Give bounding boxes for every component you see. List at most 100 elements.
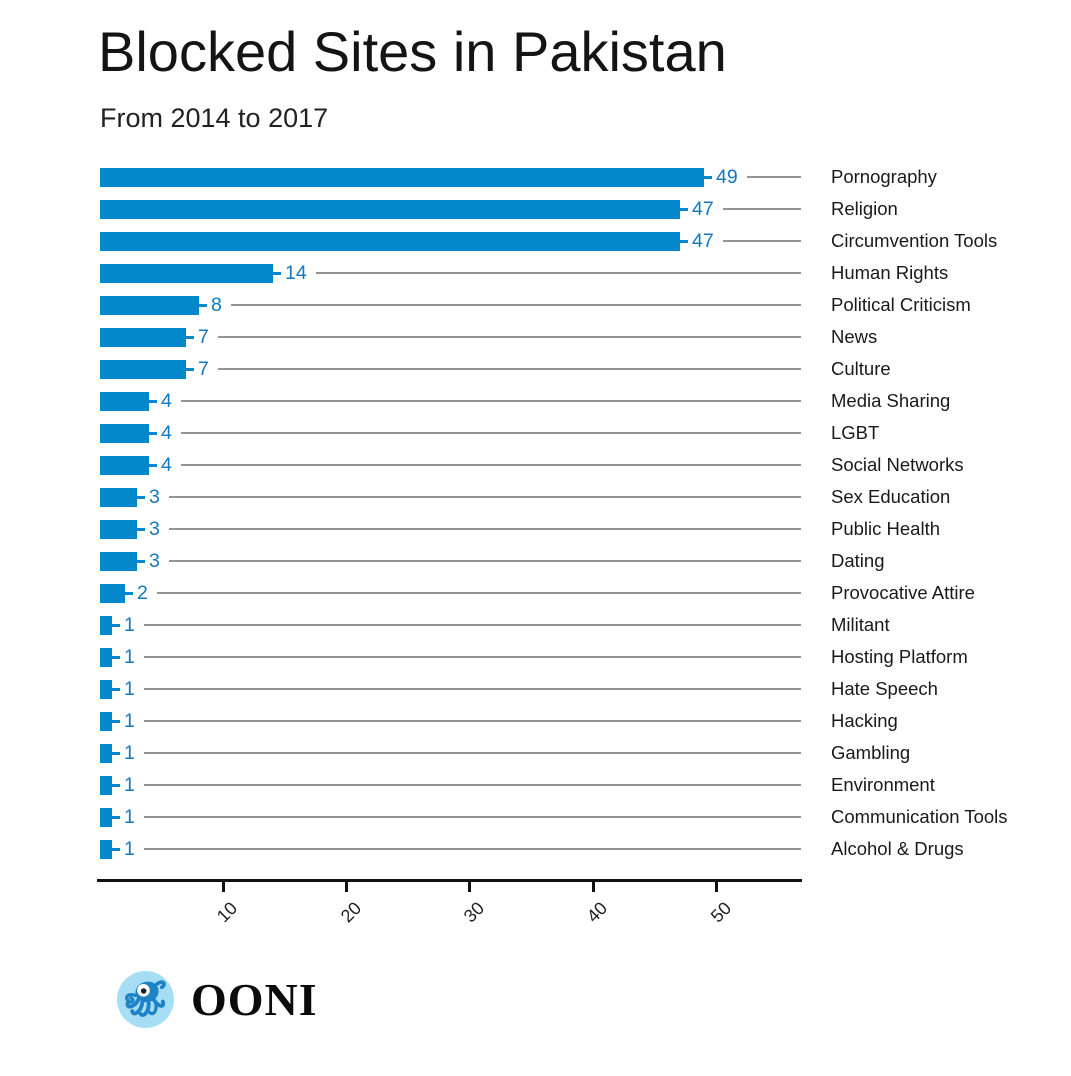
bar-value-label: 4 [161, 390, 172, 412]
bar [100, 679, 112, 699]
category-label: Public Health [831, 518, 941, 539]
bar-value-label: 7 [198, 326, 209, 348]
bar [100, 487, 137, 507]
bar-track: 8 [100, 289, 801, 321]
category-label: Social Networks [831, 454, 964, 475]
category-label: LGBT [831, 422, 880, 443]
bar-row: 4 LGBT [0, 417, 1071, 449]
bar-value-label: 3 [149, 486, 160, 508]
bar-row: 3 Sex Education [0, 481, 1071, 513]
bar-value-label: 1 [124, 678, 135, 700]
bar [100, 295, 199, 315]
bar-track: 47 [100, 193, 801, 225]
axis-tick-label: 20 [336, 898, 365, 927]
category-label: Pornography [831, 166, 937, 187]
category-label: Media Sharing [831, 390, 951, 411]
value-dash [112, 751, 120, 755]
bar-track: 1 [100, 641, 801, 673]
category-label: Political Criticism [831, 294, 971, 315]
connector-line [143, 720, 801, 722]
axis-tick-label: 50 [706, 898, 735, 927]
bar-row: 4 Social Networks [0, 449, 1071, 481]
bar-track: 1 [100, 833, 801, 865]
bar-value-label: 1 [124, 806, 135, 828]
logo-wordmark: OONI [191, 974, 318, 1025]
value-dash [137, 527, 145, 531]
bar-value-label: 14 [285, 262, 307, 284]
category-label: Dating [831, 550, 885, 571]
bar-row: 47 Circumvention Tools [0, 225, 1071, 257]
category-label: Human Rights [831, 262, 949, 283]
category-label: Sex Education [831, 486, 951, 507]
connector-line [168, 496, 801, 498]
bar [100, 231, 680, 251]
bar [100, 839, 112, 859]
value-dash [199, 303, 207, 307]
bar-value-label: 1 [124, 710, 135, 732]
bar-row: 1 Hacking [0, 705, 1071, 737]
bar [100, 615, 112, 635]
category-label: Provocative Attire [831, 582, 975, 603]
bar-track: 1 [100, 673, 801, 705]
bar [100, 519, 137, 539]
axis-tick [345, 882, 349, 892]
bar-value-label: 7 [198, 358, 209, 380]
bar-track: 3 [100, 481, 801, 513]
value-dash [112, 815, 120, 819]
bar-row: 4 Media Sharing [0, 385, 1071, 417]
value-dash [273, 271, 281, 275]
bar [100, 423, 149, 443]
value-dash [680, 207, 688, 211]
category-label: Militant [831, 614, 890, 635]
value-dash [704, 175, 712, 179]
bar-value-label: 1 [124, 838, 135, 860]
value-dash [149, 399, 157, 403]
bar [100, 455, 149, 475]
value-dash [112, 847, 120, 851]
category-label: Hate Speech [831, 678, 938, 699]
value-dash [186, 335, 194, 339]
logo: OONI [117, 971, 318, 1028]
bar-track: 1 [100, 705, 801, 737]
bar-track: 1 [100, 801, 801, 833]
bar-row: 3 Public Health [0, 513, 1071, 545]
connector-line [143, 656, 801, 658]
bar-track: 7 [100, 353, 801, 385]
value-dash [186, 367, 194, 371]
ooni-octopus-icon [117, 971, 174, 1028]
bar-value-label: 4 [161, 422, 172, 444]
bar-track: 2 [100, 577, 801, 609]
bar-track: 49 [100, 161, 801, 193]
connector-line [217, 336, 801, 338]
bar-value-label: 3 [149, 518, 160, 540]
connector-line [143, 784, 801, 786]
bar-row: 1 Gambling [0, 737, 1071, 769]
bar-row: 7 News [0, 321, 1071, 353]
connector-line [180, 464, 801, 466]
category-label: Culture [831, 358, 891, 379]
bar [100, 199, 680, 219]
bar [100, 775, 112, 795]
connector-line [156, 592, 801, 594]
axis-tick [715, 882, 718, 892]
bar-track: 4 [100, 449, 801, 481]
axis-tick [221, 882, 225, 892]
bar-value-label: 1 [124, 614, 135, 636]
value-dash [112, 655, 120, 659]
axis-tick [468, 882, 472, 892]
bar-value-label: 1 [124, 646, 135, 668]
axis-tick-label: 40 [583, 898, 612, 927]
bar-value-label: 1 [124, 742, 135, 764]
category-label: Gambling [831, 742, 911, 763]
bar-track: 1 [100, 737, 801, 769]
value-dash [112, 623, 120, 627]
category-label: Hacking [831, 710, 898, 731]
category-label: Communication Tools [831, 806, 1008, 827]
bar [100, 647, 112, 667]
bar-row: 8 Political Criticism [0, 289, 1071, 321]
bar [100, 743, 112, 763]
bar [100, 167, 704, 187]
category-label: Religion [831, 198, 898, 219]
bar-row: 49 Pornography [0, 161, 1071, 193]
